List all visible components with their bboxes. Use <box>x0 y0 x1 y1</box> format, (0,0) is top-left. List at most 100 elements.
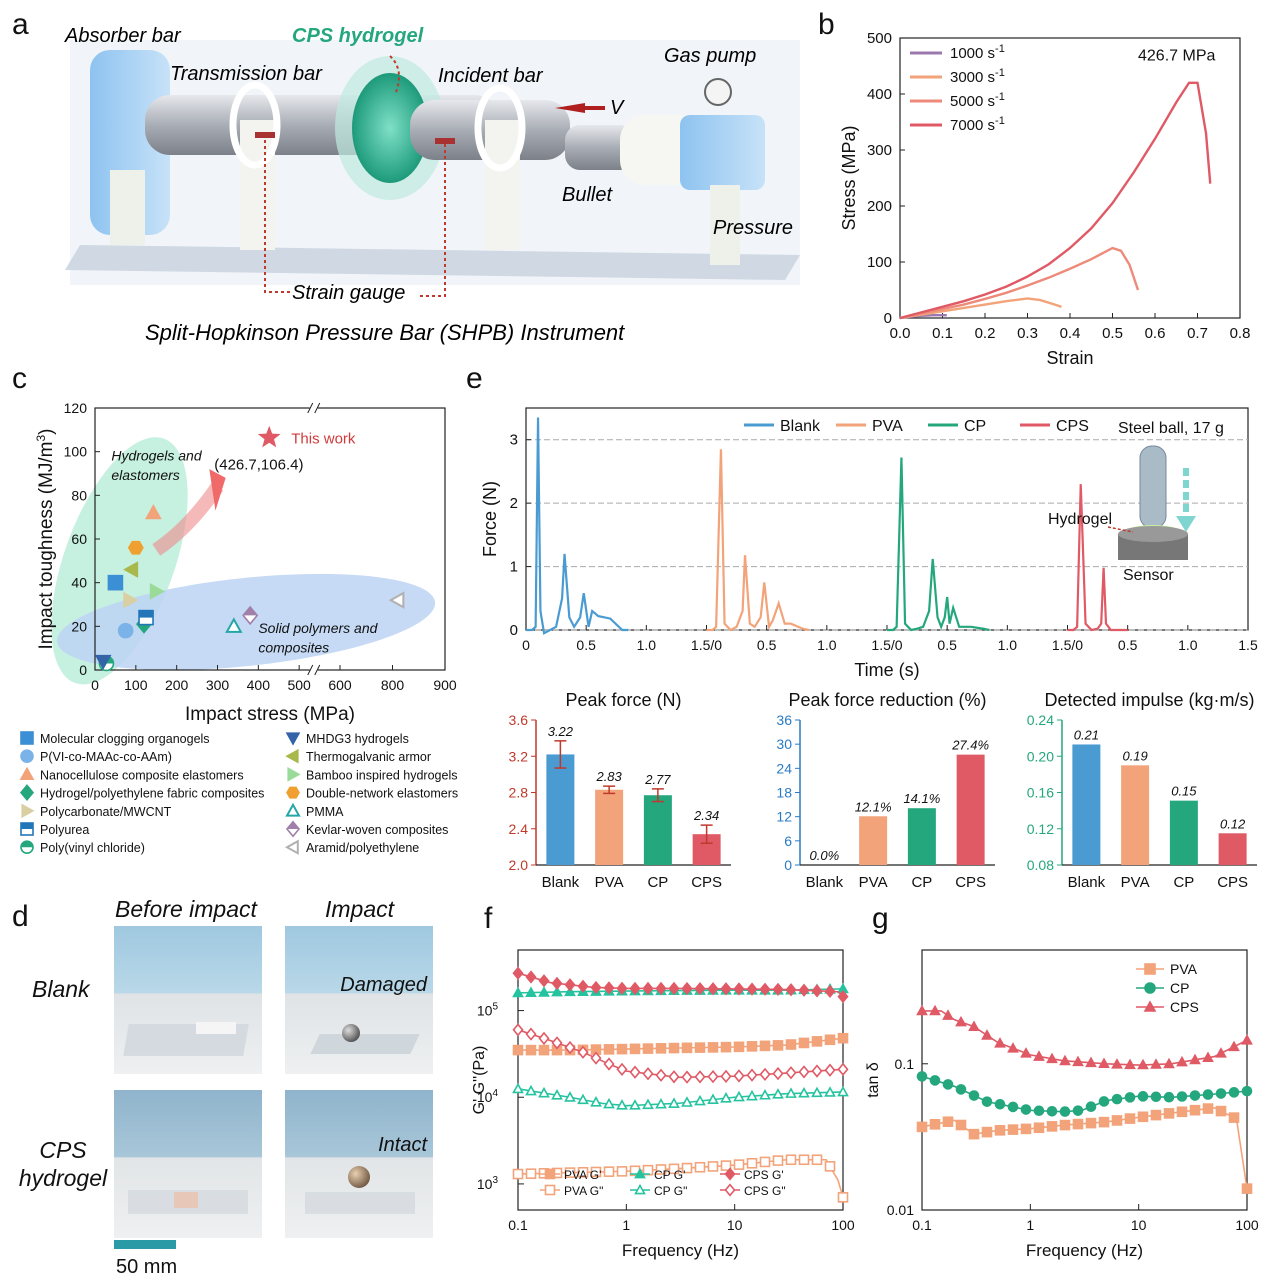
series-marker <box>968 1020 980 1032</box>
bar-value-label: 14.1% <box>903 791 940 806</box>
legend-entry: PVA G" <box>564 1184 603 1198</box>
series-line-1 <box>706 449 810 632</box>
x-tick-label: 0.7 <box>1187 325 1208 342</box>
marker-fill <box>21 823 33 829</box>
x-tick-label: 100 <box>831 1217 855 1233</box>
series-marker <box>564 1040 576 1055</box>
series-marker <box>1150 1109 1162 1121</box>
trend-arrow <box>152 482 224 556</box>
row-cps-label: CPS hydrogel <box>18 1136 108 1192</box>
data-point-5 <box>138 609 154 626</box>
legend-entry: 5000 s-1 <box>950 91 1005 110</box>
series-marker <box>538 974 550 988</box>
series-marker <box>746 1068 758 1082</box>
axis-break-mark <box>307 402 314 414</box>
series-marker <box>590 1166 602 1178</box>
legend-marker <box>19 766 35 781</box>
data-point-1 <box>117 622 134 639</box>
series-marker <box>707 1161 719 1172</box>
x-axis-label: Time (s) <box>854 660 919 680</box>
y-tick-label: 2.4 <box>509 821 529 837</box>
series-marker <box>720 1092 732 1103</box>
legend-entry: CP G' <box>654 1168 685 1182</box>
series-marker <box>512 1168 524 1180</box>
series-marker <box>837 1032 849 1044</box>
y-tick-label: 3 <box>510 432 518 449</box>
series-marker <box>1228 1087 1240 1098</box>
legend-entry: Poly(vinyl chloride) <box>40 841 145 855</box>
series-marker <box>655 1097 667 1109</box>
series-marker <box>564 978 576 992</box>
series-marker <box>1033 1122 1045 1134</box>
legend-entry: Hydrogel/polyethylene fabric composites <box>40 787 264 801</box>
legend-marker <box>285 732 301 746</box>
row-blank-label: Blank <box>32 976 90 1002</box>
x-axis-label: Frequency (Hz) <box>622 1241 739 1260</box>
x-tick-label: 200 <box>165 677 189 693</box>
legend-marker <box>20 822 34 836</box>
steel-ball-shaft <box>1139 445 1167 529</box>
series-marker <box>772 1088 784 1099</box>
series-marker <box>512 1044 524 1056</box>
trend-arrowhead-icon <box>209 469 226 511</box>
series-marker <box>916 1004 928 1016</box>
series-marker <box>1189 1104 1201 1116</box>
series-marker <box>694 1094 706 1106</box>
series-marker <box>655 1043 667 1054</box>
sensor-top <box>1118 526 1188 542</box>
series-line-1 <box>899 297 1062 320</box>
photo-blank-before <box>114 926 262 1074</box>
series-marker <box>629 1043 641 1055</box>
panel-label-f: f <box>484 902 493 935</box>
x-tick-label: 1 <box>622 1217 630 1233</box>
bar-1 <box>1121 765 1150 865</box>
x-tick-label: 1.5/0 <box>691 637 722 653</box>
marker-fill <box>287 821 299 829</box>
series-marker <box>785 1087 797 1098</box>
legend-marker <box>544 1168 556 1180</box>
legend-entry: Thermogalvanic armor <box>306 750 431 764</box>
series-marker <box>1176 1055 1188 1067</box>
series-marker <box>1085 1101 1097 1113</box>
y-tick-label: 30 <box>776 736 792 752</box>
y-tick-exp: 5 <box>492 1002 498 1013</box>
bar-chart-title: Detected impulse (kg·m/s) <box>1044 690 1254 710</box>
scale-bar <box>114 1240 176 1249</box>
series-marker <box>551 1089 563 1100</box>
series-marker <box>968 1090 980 1101</box>
series-marker <box>525 1168 537 1179</box>
series-marker <box>1137 1058 1149 1070</box>
series-marker <box>824 1034 836 1046</box>
intact-label: Intact <box>378 1134 427 1156</box>
plot-frame <box>517 949 844 1211</box>
legend-entry: Aramid/polyethylene <box>306 841 419 855</box>
bar-value-label: 27.4% <box>951 738 989 753</box>
x-tick-label: 0.5 <box>1118 637 1138 653</box>
chart-e-peak-force: Peak force (N) 2.0 2.4 2.8 3.2 3.6 3.22 Blank 2.… <box>509 690 731 891</box>
scale-bar-label: 50 mm <box>116 1256 178 1278</box>
series-marker <box>929 1075 941 1086</box>
series-marker <box>824 1161 836 1172</box>
series-marker <box>707 1069 719 1084</box>
series-marker <box>994 1037 1006 1048</box>
y-tick-label: 0.08 <box>1027 857 1054 873</box>
y-tick-label: 0 <box>884 310 892 327</box>
series-line-2 <box>887 457 990 632</box>
series-marker <box>707 982 719 996</box>
series-marker <box>1241 1034 1253 1045</box>
plot-frame <box>921 949 1248 1211</box>
legend-entry: 7000 s-1 <box>950 115 1005 134</box>
legend-entry: CP <box>1170 980 1189 996</box>
y-tick-label: 0.24 <box>1027 712 1054 728</box>
label-strain-gauge: Strain gauge <box>292 282 405 304</box>
legend-entry: CPS <box>1056 418 1089 435</box>
series-marker <box>525 986 537 997</box>
legend-marker <box>287 767 301 782</box>
bar-category-label: PVA <box>1121 874 1150 891</box>
bar-value-label: 0.15 <box>1171 784 1197 799</box>
series-marker <box>538 1031 550 1046</box>
legend-sup: -1 <box>995 43 1005 55</box>
series-marker <box>655 1068 667 1082</box>
steel-ball-icon <box>348 1166 370 1188</box>
